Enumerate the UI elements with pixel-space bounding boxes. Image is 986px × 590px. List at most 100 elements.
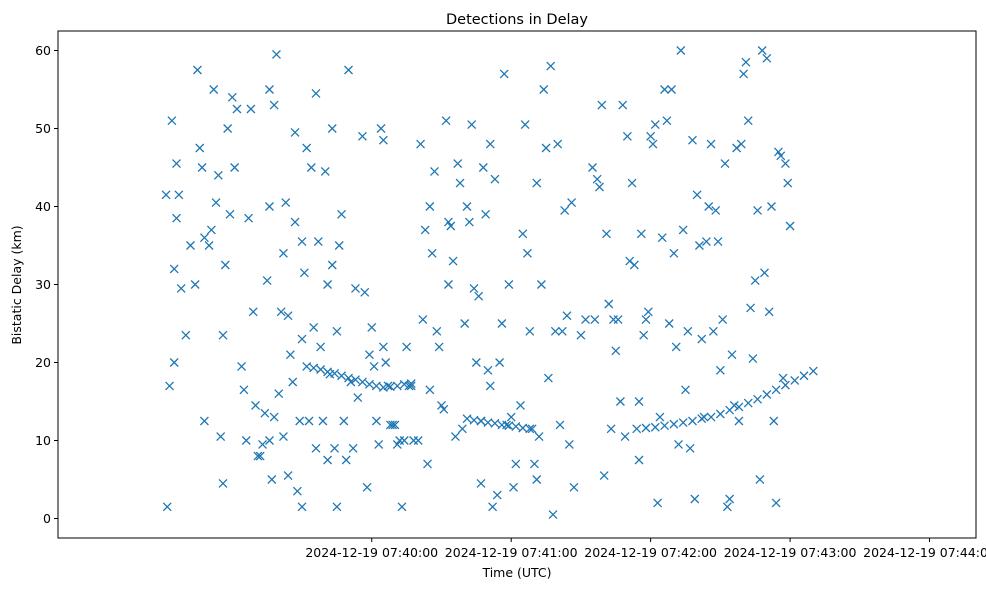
data-point (227, 92, 237, 102)
data-point (462, 414, 472, 424)
chart-title: Detections in Delay (446, 12, 588, 28)
y-axis-label: Bistatic Delay (km) (9, 225, 24, 344)
data-point (334, 241, 344, 250)
data-point (771, 498, 781, 508)
data-point (351, 283, 360, 293)
data-point (497, 319, 507, 328)
data-point (748, 354, 758, 364)
data-point (406, 381, 416, 391)
data-point (248, 307, 258, 317)
data-point (629, 260, 639, 270)
data-point (660, 421, 670, 431)
data-point (383, 381, 393, 391)
data-point (736, 139, 746, 149)
data-point (592, 174, 602, 184)
data-point (278, 432, 288, 442)
data-point (165, 381, 175, 391)
data-point (532, 178, 542, 188)
data-point (660, 85, 670, 94)
data-point (511, 422, 521, 431)
data-point (769, 416, 779, 426)
data-point (590, 315, 600, 325)
data-point (562, 311, 572, 321)
data-point (297, 237, 307, 247)
data-point (713, 237, 723, 247)
data-point (634, 455, 644, 465)
data-point (750, 276, 760, 286)
data-point (427, 248, 437, 258)
data-point (283, 471, 293, 481)
data-point (278, 248, 288, 258)
data-point (620, 432, 630, 442)
data-point (223, 124, 233, 133)
data-point (516, 400, 525, 410)
data-point (281, 198, 291, 208)
data-point (509, 482, 518, 492)
data-point (346, 377, 356, 387)
data-point (618, 100, 628, 110)
data-point (555, 420, 565, 430)
data-point (780, 159, 790, 169)
data-point (743, 398, 753, 408)
data-point (502, 420, 512, 430)
data-point (678, 418, 688, 428)
data-point (650, 422, 660, 432)
data-point (204, 241, 214, 250)
data-point (667, 85, 677, 94)
data-point (378, 135, 388, 145)
data-point (650, 120, 660, 130)
data-point (518, 229, 528, 239)
data-point (332, 502, 342, 512)
data-point (676, 46, 686, 55)
data-point (418, 315, 428, 325)
data-point (239, 385, 249, 395)
data-point (341, 455, 351, 465)
data-point (599, 471, 609, 481)
y-tick-label: 10 (35, 433, 51, 448)
data-point (669, 419, 679, 429)
data-point (404, 381, 414, 391)
data-point (790, 375, 800, 385)
data-point (546, 61, 556, 71)
data-point (557, 326, 567, 336)
data-point (760, 268, 769, 278)
data-point (606, 424, 616, 434)
data-point (525, 326, 535, 336)
data-point (534, 432, 544, 442)
data-point (627, 178, 637, 188)
data-point (536, 280, 546, 289)
data-point (776, 151, 786, 161)
data-point (392, 381, 402, 391)
y-tick-label: 30 (35, 277, 51, 292)
x-tick-label: 2024-12-19 07:44:00 (863, 545, 986, 560)
data-point (169, 264, 179, 274)
data-point (306, 163, 316, 172)
data-point (237, 361, 247, 371)
data-point (753, 205, 762, 215)
data-point (780, 380, 790, 390)
y-axis: 0 10 20 30 40 50 60 (35, 43, 58, 526)
data-point (267, 475, 277, 484)
data-point (425, 385, 435, 395)
data-point (439, 404, 449, 414)
x-axis-label: Time (UTC) (481, 565, 551, 580)
data-point (753, 394, 762, 404)
data-point (320, 166, 330, 176)
x-tick-label: 2024-12-19 07:41:00 (445, 545, 578, 560)
data-point (715, 409, 725, 419)
data-point (434, 342, 444, 352)
data-point (199, 416, 209, 426)
data-point (455, 178, 465, 188)
data-point (216, 432, 226, 442)
data-point (504, 280, 514, 289)
data-point (311, 88, 321, 98)
data-point (371, 416, 381, 426)
data-point (739, 69, 749, 79)
data-point (353, 393, 363, 403)
data-point (374, 439, 384, 449)
data-point (613, 315, 623, 325)
data-point (511, 459, 521, 469)
data-point (332, 326, 342, 336)
data-point (532, 475, 542, 484)
data-point (490, 418, 500, 428)
